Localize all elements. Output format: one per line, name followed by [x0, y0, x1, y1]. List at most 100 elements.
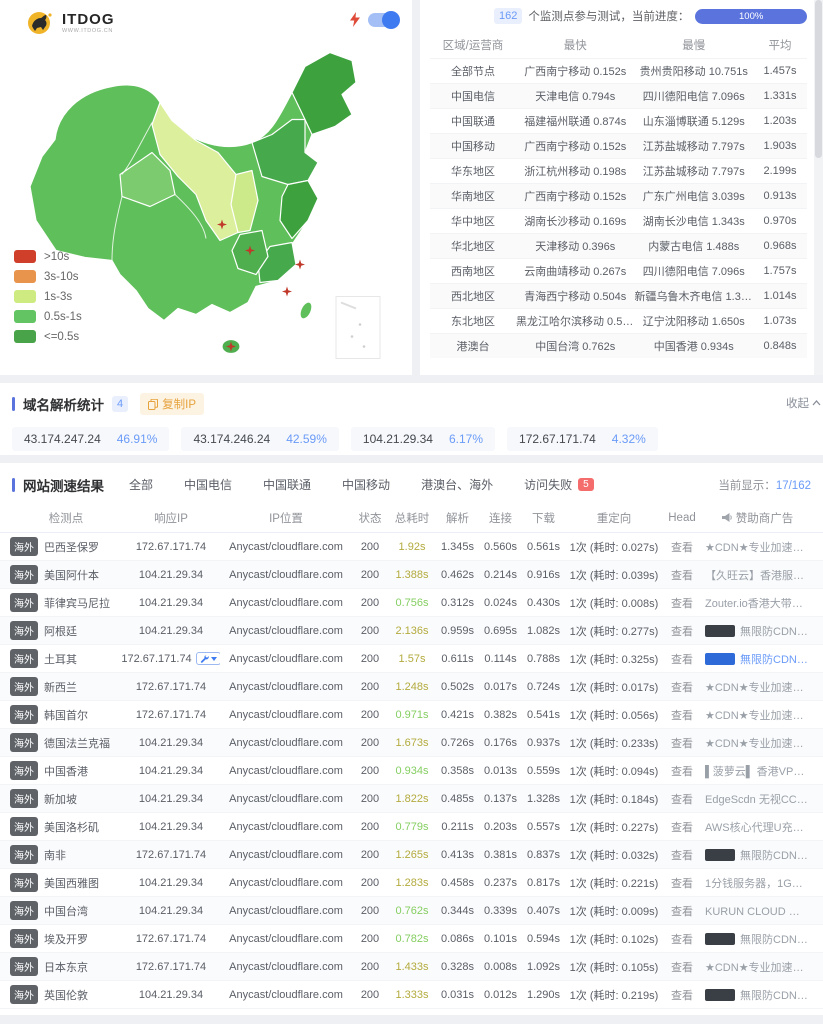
copy-icon: [148, 398, 159, 410]
sponsor-ad-text: ★CDN★专业加速防屏蔽免实名: [705, 541, 809, 554]
legend-swatch: [14, 250, 36, 263]
node-region-tag: 海外: [10, 537, 38, 556]
response-ip-cell: 104.21.29.34: [122, 737, 220, 749]
result-table-row: 海外 巴西圣保罗 172.67.171.74 Anycast/cloudflar…: [0, 533, 823, 561]
col-response-ip: 响应IP: [154, 512, 188, 525]
response-ip-cell: 104.21.29.34: [122, 765, 220, 777]
sponsor-ad-cell[interactable]: ★CDN★专业加速防屏蔽免实名: [701, 707, 813, 723]
sponsor-ad-cell[interactable]: ★CDN★专业加速防屏蔽免实名: [701, 539, 813, 555]
region-table-row: 港澳台 中国台湾 0.762s 中国香港 0.934s 0.848s: [430, 333, 807, 358]
status-code: 200: [360, 820, 380, 833]
head-view-link[interactable]: 查看: [671, 653, 693, 666]
response-ip: 172.67.171.74: [135, 540, 207, 553]
download-time: 0.837s: [526, 848, 561, 861]
node-region-tag: 海外: [10, 985, 38, 1004]
legend-label: >10s: [44, 250, 70, 263]
fastest-value: 广西南宁移动 0.152s: [524, 191, 627, 203]
itdog-logo[interactable]: ITDOG WWW.ITDOG.CN: [26, 10, 115, 36]
head-view-link[interactable]: 查看: [671, 765, 693, 778]
sponsor-ad-cell[interactable]: 無限防CDN 秒通屏蔽: [701, 651, 813, 667]
sponsor-ad-cell[interactable]: 無限防CDN 秒通屏蔽 ...: [701, 987, 813, 1003]
legend-item: <=0.5s: [14, 330, 82, 343]
sponsor-ad-cell[interactable]: Zouter.io香港大带宽流媒体解锁: [701, 595, 813, 611]
filter-tab[interactable]: 中国联通: [252, 472, 322, 497]
sponsor-ad-cell[interactable]: ★CDN★专业加速防屏蔽免实名: [701, 735, 813, 751]
head-view-link[interactable]: 查看: [671, 961, 693, 974]
dns-time: 0.462s: [440, 568, 475, 581]
node-cell: 海外 巴西圣保罗: [10, 537, 122, 556]
head-view-link[interactable]: 查看: [671, 737, 693, 750]
sponsor-ad-cell[interactable]: 無限防CDN 秒通屏蔽 ...: [701, 931, 813, 947]
head-view-link[interactable]: 查看: [671, 905, 693, 918]
ip-location: Anycast/cloudflare.com: [229, 624, 343, 637]
filter-tab[interactable]: 全部: [118, 472, 164, 497]
sponsor-ad-cell[interactable]: ▌菠萝云▌ 香港VPS主机—4G...: [701, 763, 813, 779]
china-map[interactable]: [0, 22, 412, 372]
head-view-link[interactable]: 查看: [671, 709, 693, 722]
sponsor-ad-cell[interactable]: 無限防CDN 秒通屏蔽 ...: [701, 847, 813, 863]
head-view-link[interactable]: 查看: [671, 821, 693, 834]
node-name: 美国西雅图: [44, 877, 99, 890]
response-ip-cell: 172.67.171.74: [122, 933, 220, 945]
sponsor-ad-cell[interactable]: EdgeScdn 无视CC/DDos攻击: [701, 791, 813, 807]
collapse-link[interactable]: 收起: [786, 395, 823, 411]
total-time: 1.57s: [398, 652, 426, 665]
ip-address: 43.174.247.24: [24, 432, 101, 446]
head-view-link[interactable]: 查看: [671, 541, 693, 554]
head-view-link[interactable]: 查看: [671, 569, 693, 582]
avg-value: 0.970s: [763, 215, 797, 227]
head-view-link[interactable]: 查看: [671, 681, 693, 694]
sponsor-ad-text: ▌菠萝云▌ 香港VPS主机—4G...: [705, 765, 809, 778]
head-view-link[interactable]: 查看: [671, 849, 693, 862]
panel-scrollbar-thumb[interactable]: [815, 0, 822, 158]
ip-chip[interactable]: 104.21.29.34 6.17%: [350, 427, 496, 451]
result-table-row: 海外 美国西雅图 104.21.29.34 Anycast/cloudflare…: [0, 869, 823, 897]
region-stats-panel: 162 个监测点参与测试，当前进度： 100% 区域/运营商 最快 最慢 平均 …: [420, 0, 823, 375]
sponsor-ad-cell[interactable]: ★CDN★专业加速防屏蔽免实名: [701, 679, 813, 695]
map-mode-toggle[interactable]: [368, 10, 400, 29]
col-download: 下载: [532, 512, 555, 525]
node-cell: 海外 土耳其: [10, 649, 122, 668]
sponsor-ad-cell[interactable]: 1分钱服务器，1G大带宽低价服...: [701, 875, 813, 891]
sponsor-ad-cell[interactable]: 無限防CDN 秒通屏蔽 ...: [701, 623, 813, 639]
connect-time: 0.024s: [483, 596, 518, 609]
head-view-link[interactable]: 查看: [671, 877, 693, 890]
node-cell: 海外 菲律宾马尼拉: [10, 593, 122, 612]
avg-value: 1.331s: [763, 90, 797, 102]
sponsor-ad-cell[interactable]: 【久旺云】香港服务器秒开秒退...: [701, 567, 813, 583]
ip-chip[interactable]: 43.174.246.24 42.59%: [181, 427, 339, 451]
head-view-link[interactable]: 查看: [671, 793, 693, 806]
region-tab[interactable]: [456, 12, 476, 20]
copy-ip-button[interactable]: 复制IP: [140, 393, 204, 415]
filter-tab[interactable]: 中国移动: [331, 472, 401, 497]
head-view-link[interactable]: 查看: [671, 989, 693, 1002]
monitor-count-badge: 162: [494, 8, 523, 24]
sponsor-ad-text: ★CDN★专业加速防屏蔽免实名: [705, 681, 809, 694]
head-view-link[interactable]: 查看: [671, 597, 693, 610]
result-table-header: 检测点 响应IP IP位置 状态 总耗时 解析 连接 下载 重定向 Head 赞…: [0, 503, 823, 533]
response-ip: 172.67.171.74: [122, 652, 192, 665]
megaphone-icon: [721, 513, 732, 522]
total-time: 1.333s: [395, 988, 429, 1001]
sponsor-ad-cell[interactable]: KURUN CLOUD 特价美国服务器: [701, 903, 813, 919]
sponsor-ad-cell[interactable]: ★CDN★专业加速防屏蔽免实名: [701, 959, 813, 975]
head-view-link[interactable]: 查看: [671, 625, 693, 638]
caret-down-icon: [210, 656, 217, 661]
node-cell: 海外 德国法兰克福: [10, 733, 122, 752]
redirect-info: 1次 (耗时: 0.105s): [569, 961, 659, 974]
region-name: 港澳台: [456, 341, 490, 353]
ip-location: Anycast/cloudflare.com: [229, 764, 343, 777]
ip-tools-button[interactable]: [195, 652, 220, 665]
download-time: 0.541s: [526, 708, 561, 721]
node-region-tag: 海外: [10, 677, 38, 696]
region-table-row: 华北地区 天津移动 0.396s 内蒙古电信 1.488s 0.968s: [430, 233, 807, 258]
ip-chip[interactable]: 172.67.171.74 4.32%: [507, 427, 658, 451]
filter-tab[interactable]: 港澳台、海外: [410, 472, 504, 497]
sponsor-ad-cell[interactable]: AWS核心代理U充值，免注册免...: [701, 819, 813, 835]
filter-tab[interactable]: 访问失败 5: [513, 472, 605, 497]
head-view-link[interactable]: 查看: [671, 933, 693, 946]
fastest-value: 中国台湾 0.762s: [535, 341, 616, 353]
region-tab[interactable]: [430, 12, 450, 20]
filter-tab[interactable]: 中国电信: [173, 472, 243, 497]
ip-chip[interactable]: 43.174.247.24 46.91%: [12, 427, 170, 451]
